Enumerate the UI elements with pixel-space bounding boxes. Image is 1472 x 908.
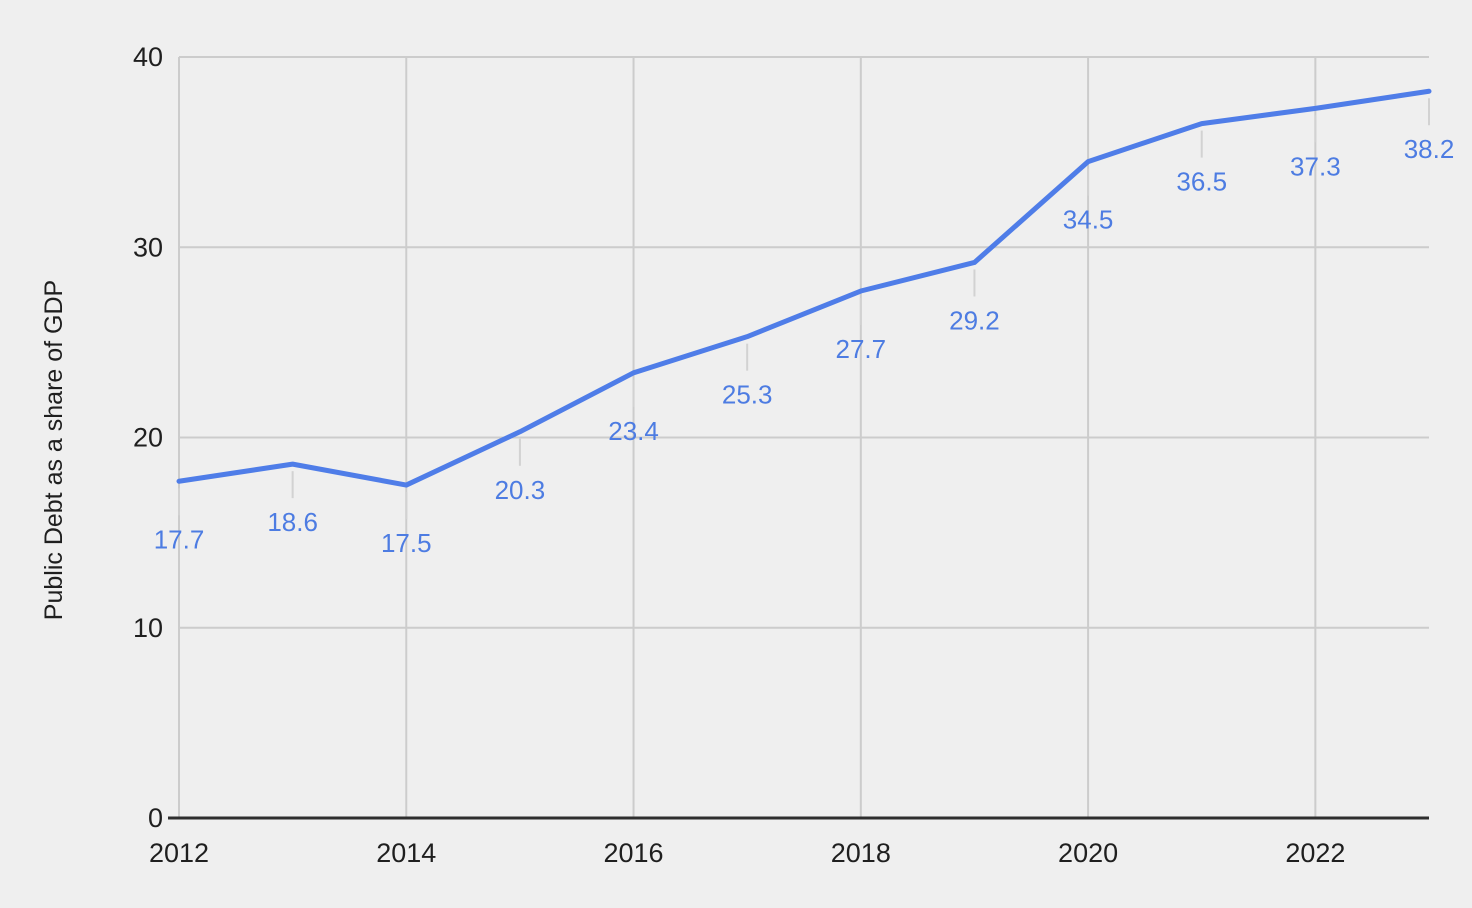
annotation-label: 34.5 <box>1063 205 1114 235</box>
axis-layer: 0 10 20 30 40 2012 2014 2016 2018 2020 2022 <box>133 42 1429 868</box>
annotation-label: 29.2 <box>949 305 1000 335</box>
y-tick-label: 30 <box>133 232 163 262</box>
x-tick-label: 2018 <box>831 838 891 868</box>
series-line <box>176 88 1432 488</box>
x-tick-label: 2022 <box>1285 838 1345 868</box>
annotation-label: 36.5 <box>1176 167 1227 197</box>
series-layer <box>176 88 1432 488</box>
grid-layer <box>178 56 1429 818</box>
annotation-label: 27.7 <box>836 334 887 364</box>
y-axis-title: Public Debt as a share of GDP <box>40 280 68 620</box>
x-tick-label: 2016 <box>604 838 664 868</box>
annotation-label: 25.3 <box>722 380 773 410</box>
y-tick-label: 40 <box>133 42 163 72</box>
x-tick-label: 2012 <box>149 838 209 868</box>
annotation-label: 37.3 <box>1290 151 1341 181</box>
annotation-label: 17.7 <box>154 524 205 554</box>
x-tick-label: 2014 <box>376 838 436 868</box>
annotation-label: 18.6 <box>267 507 318 537</box>
y-tick-label: 10 <box>133 613 163 643</box>
annotation-label: 20.3 <box>495 475 546 505</box>
x-tick-label: 2020 <box>1058 838 1118 868</box>
annotation-label: 17.5 <box>381 528 432 558</box>
annotation-layer: 17.7 18.6 17.5 20.3 23.4 25.3 27.7 29.2 34.5 36.5… <box>154 98 1455 558</box>
y-tick-label: 20 <box>133 423 163 453</box>
y-tick-label: 0 <box>148 803 163 833</box>
annotation-label: 38.2 <box>1404 134 1455 164</box>
annotation-label: 23.4 <box>608 416 659 446</box>
